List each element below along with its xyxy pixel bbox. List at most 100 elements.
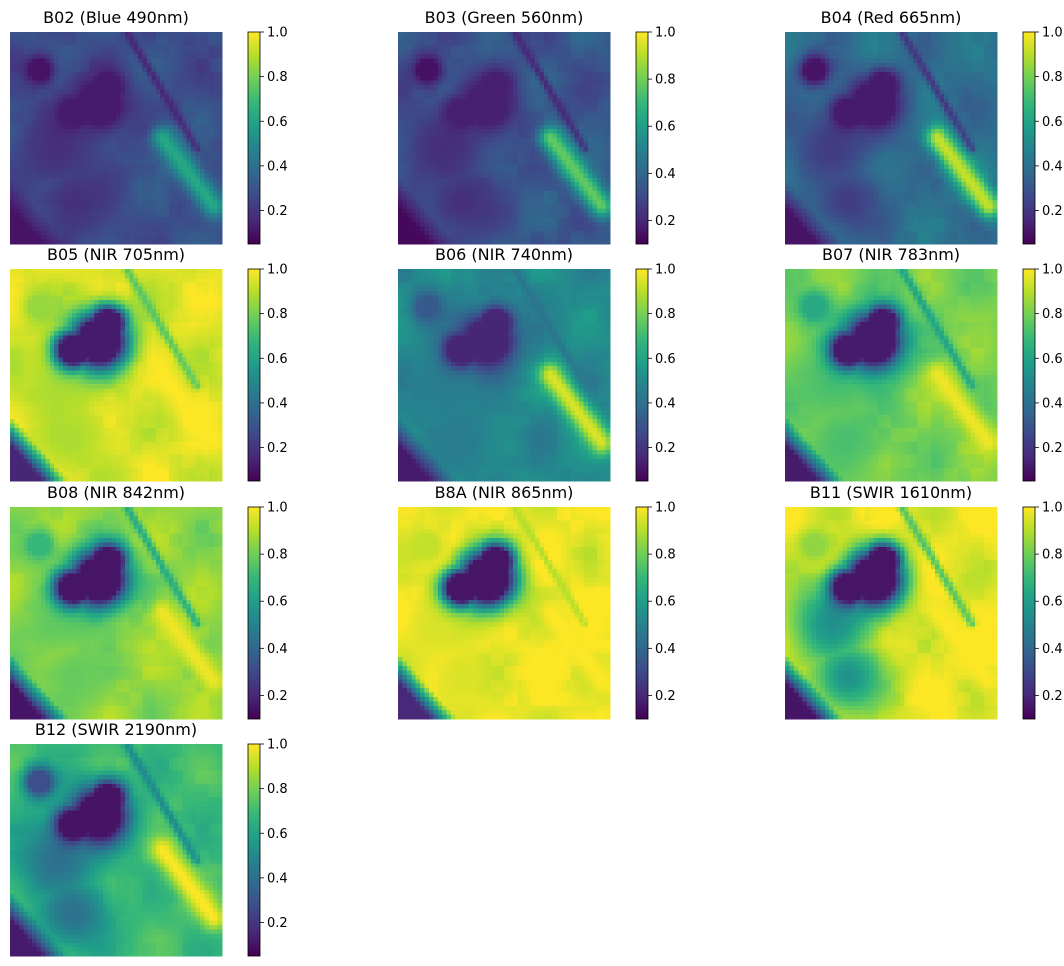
heatmap-cell xyxy=(433,230,439,236)
heatmap-cell xyxy=(58,32,64,38)
heatmap-cell xyxy=(398,40,404,46)
heatmap-cell xyxy=(534,191,540,197)
heatmap-cell xyxy=(208,155,214,161)
heatmap-cell xyxy=(415,146,421,152)
heatmap-cell xyxy=(490,32,496,38)
heatmap-cell xyxy=(468,226,474,232)
heatmap-cell xyxy=(468,107,474,113)
heatmap-cell xyxy=(155,80,161,86)
heatmap-cell xyxy=(428,155,434,161)
heatmap-cell xyxy=(437,235,443,241)
heatmap-cell xyxy=(530,120,536,126)
heatmap-cell xyxy=(76,235,82,241)
heatmap-cell xyxy=(415,107,421,113)
heatmap-cell xyxy=(508,111,514,117)
heatmap-cell xyxy=(464,40,470,46)
heatmap-cell xyxy=(486,32,492,38)
heatmap-cell xyxy=(526,191,532,197)
heatmap-cell xyxy=(530,54,536,60)
heatmap-cell xyxy=(398,230,404,236)
heatmap-cell xyxy=(85,186,91,192)
heatmap-cell xyxy=(785,49,791,55)
heatmap-cell xyxy=(530,85,536,91)
heatmap-cell xyxy=(451,67,457,73)
heatmap-cell xyxy=(468,221,474,227)
heatmap-cell xyxy=(173,204,179,210)
heatmap-cell xyxy=(120,186,126,192)
heatmap-cell xyxy=(574,199,580,205)
heatmap-cell xyxy=(10,191,16,197)
heatmap-cell xyxy=(451,40,457,46)
heatmap-cell xyxy=(504,182,510,188)
heatmap-cell xyxy=(76,168,82,174)
heatmap-cell xyxy=(142,199,148,205)
heatmap-cell xyxy=(155,67,161,73)
heatmap-cell xyxy=(213,217,219,223)
heatmap-cell xyxy=(204,182,210,188)
heatmap-cell xyxy=(40,89,46,95)
heatmap-cell xyxy=(142,239,148,245)
heatmap-cell xyxy=(98,76,104,82)
heatmap-cell xyxy=(459,120,465,126)
heatmap-cell xyxy=(14,133,20,139)
heatmap-cell xyxy=(459,226,465,232)
heatmap-cell xyxy=(512,49,518,55)
heatmap-cell xyxy=(473,204,479,210)
heatmap-cell xyxy=(574,164,580,170)
heatmap-cell xyxy=(45,182,51,188)
heatmap-cell xyxy=(36,239,42,245)
heatmap-cell xyxy=(442,213,448,219)
heatmap-cell xyxy=(526,164,532,170)
heatmap-cell xyxy=(45,230,51,236)
heatmap-cell xyxy=(67,62,73,68)
heatmap-cell xyxy=(14,71,20,77)
heatmap-cell xyxy=(526,138,532,144)
heatmap-cell xyxy=(966,32,972,38)
heatmap-cell xyxy=(477,129,483,135)
heatmap-cell xyxy=(85,204,91,210)
heatmap-cell xyxy=(495,195,501,201)
heatmap-cell xyxy=(565,85,571,91)
heatmap-cell xyxy=(98,36,104,42)
heatmap-cell xyxy=(54,186,60,192)
heatmap-cell xyxy=(169,36,175,42)
heatmap-cell xyxy=(490,146,496,152)
heatmap-cell xyxy=(539,120,545,126)
heatmap-cell xyxy=(85,208,91,214)
heatmap-cell xyxy=(213,32,219,38)
heatmap-cell xyxy=(442,239,448,245)
heatmap-cell xyxy=(587,177,593,183)
heatmap-cell xyxy=(486,213,492,219)
heatmap-cell xyxy=(93,102,99,108)
heatmap-cell xyxy=(107,120,113,126)
heatmap-cell xyxy=(499,120,505,126)
heatmap-cell xyxy=(182,85,188,91)
heatmap-cell xyxy=(512,58,518,64)
heatmap-cell xyxy=(495,58,501,64)
heatmap-cell xyxy=(512,160,518,166)
heatmap-cell xyxy=(173,133,179,139)
heatmap-cell xyxy=(481,71,487,77)
heatmap-cell xyxy=(477,85,483,91)
heatmap-cell xyxy=(182,146,188,152)
heatmap-cell xyxy=(164,191,170,197)
heatmap-cell xyxy=(565,76,571,82)
heatmap-cell xyxy=(49,226,55,232)
heatmap-cell xyxy=(208,195,214,201)
heatmap-cell xyxy=(565,155,571,161)
heatmap-cell xyxy=(27,89,33,95)
heatmap-cell xyxy=(486,138,492,144)
heatmap-cell xyxy=(601,239,607,245)
heatmap-cell xyxy=(98,40,104,46)
heatmap-cell xyxy=(428,111,434,117)
heatmap-cell xyxy=(146,102,152,108)
heatmap-cell xyxy=(481,115,487,121)
heatmap-cell xyxy=(107,186,113,192)
heatmap-cell xyxy=(420,173,426,179)
heatmap-cell xyxy=(177,80,183,86)
heatmap-cell xyxy=(138,45,144,51)
heatmap-cell xyxy=(464,142,470,148)
heatmap-cell xyxy=(116,138,122,144)
heatmap-cell xyxy=(58,217,64,223)
heatmap-cell xyxy=(177,168,183,174)
